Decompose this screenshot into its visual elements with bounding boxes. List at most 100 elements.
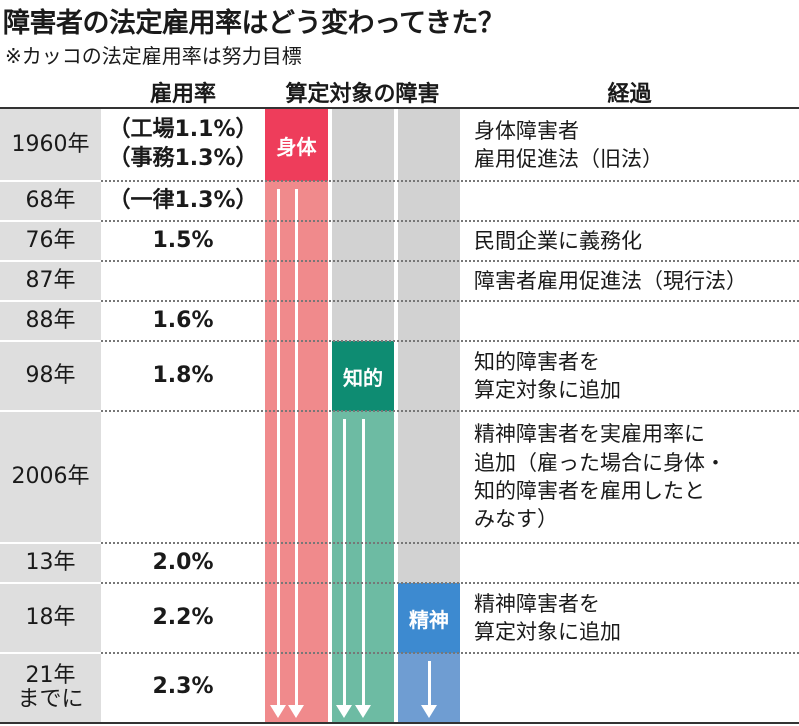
history-note-line: 精神障害者を実雇用率に bbox=[474, 422, 705, 447]
rate-cell: 2.2% bbox=[101, 583, 265, 653]
row-separator bbox=[0, 260, 101, 262]
rate-cell: 2.0% bbox=[101, 543, 265, 583]
row-separator bbox=[101, 652, 799, 654]
down-arrow-head-icon bbox=[336, 705, 352, 718]
down-arrow-head-icon bbox=[288, 705, 304, 718]
year-cell: 2006年 bbox=[0, 411, 101, 543]
down-arrow-icon bbox=[361, 419, 365, 705]
rate-value: 1.5% bbox=[152, 227, 214, 253]
row-separator bbox=[265, 542, 328, 544]
down-arrow-head-icon bbox=[355, 705, 371, 718]
down-arrow-icon bbox=[427, 661, 431, 705]
row-separator bbox=[398, 582, 460, 584]
row-separator bbox=[265, 652, 328, 654]
down-arrow-head-icon bbox=[421, 705, 437, 718]
page-title: 障害者の法定雇用率はどう変わってきた？ bbox=[3, 8, 505, 39]
row-separator bbox=[0, 582, 101, 584]
down-arrow-icon bbox=[276, 189, 280, 705]
history-note-line: みなす） bbox=[474, 507, 558, 532]
year-cell: 68年 bbox=[0, 181, 101, 221]
row-separator bbox=[398, 340, 460, 342]
history-note-line: 身体障害者 bbox=[474, 118, 579, 143]
row-separator bbox=[332, 582, 394, 584]
rate-value: 2.0% bbox=[152, 549, 214, 575]
header-rate: 雇用率 bbox=[149, 82, 216, 107]
rate-cell: 1.8% bbox=[101, 341, 265, 411]
down-arrow-head-icon bbox=[270, 705, 286, 718]
history-note-line: 雇用促進法（旧法） bbox=[474, 147, 663, 171]
row-separator bbox=[101, 300, 799, 302]
history-note-line: 精神障害者を bbox=[474, 591, 600, 616]
year-cell: 76年 bbox=[0, 221, 101, 261]
row-separator bbox=[0, 220, 101, 222]
history-note-cell: 精神障害者を 算定対象に追加 bbox=[460, 583, 799, 653]
row-separator bbox=[332, 652, 394, 654]
row-separator bbox=[332, 542, 394, 544]
row-separator bbox=[0, 340, 101, 342]
row-separator bbox=[332, 300, 394, 302]
rate-value: （事務1.3%） bbox=[108, 146, 258, 171]
rate-value: 1.6% bbox=[152, 307, 214, 333]
rate-cell: 2.3% bbox=[101, 653, 265, 722]
row-separator bbox=[101, 582, 799, 584]
row-separator bbox=[265, 300, 328, 302]
rate-cell: 1.5% bbox=[101, 221, 265, 261]
table-top-rule bbox=[0, 107, 799, 109]
row-separator bbox=[398, 180, 460, 182]
disability-label-mental: 精神 bbox=[398, 583, 460, 653]
history-note-cell bbox=[460, 653, 799, 722]
rate-cell bbox=[101, 411, 265, 543]
row-separator bbox=[398, 410, 460, 412]
row-separator bbox=[332, 410, 394, 412]
history-note-line: 知的障害者を雇用したと bbox=[474, 479, 705, 503]
year-cell: 88年 bbox=[0, 301, 101, 341]
history-note-line: 知的障害者を bbox=[474, 349, 600, 374]
row-separator bbox=[0, 652, 101, 654]
row-separator bbox=[0, 300, 101, 302]
header-disability: 算定対象の障害 bbox=[285, 82, 440, 107]
disability-label-intellectual: 知的 bbox=[332, 341, 394, 411]
row-separator bbox=[0, 180, 101, 182]
row-separator bbox=[265, 180, 328, 182]
year-cell: 13年 bbox=[0, 543, 101, 583]
row-separator bbox=[332, 340, 394, 342]
history-note-cell: 障害者雇用促進法（現行法） bbox=[460, 261, 799, 301]
history-note-cell: 民間企業に義務化 bbox=[460, 221, 799, 261]
row-separator bbox=[398, 652, 460, 654]
row-separator bbox=[101, 340, 799, 342]
row-separator bbox=[265, 260, 328, 262]
history-note-line: 民間企業に義務化 bbox=[474, 228, 642, 253]
rate-cell: （一律1.3%） bbox=[101, 181, 265, 221]
row-separator bbox=[332, 220, 394, 222]
history-note-line: 算定対象に追加 bbox=[474, 620, 621, 644]
row-separator bbox=[101, 542, 799, 544]
history-note-cell bbox=[460, 181, 799, 221]
row-separator bbox=[265, 410, 328, 412]
row-separator bbox=[101, 220, 799, 222]
down-arrow-icon bbox=[294, 189, 298, 705]
history-note-cell: 精神障害者を実雇用率に 追加（雇った場合に身体・ 知的障害者を雇用したと みなす） bbox=[460, 411, 799, 543]
row-separator bbox=[101, 260, 799, 262]
history-note-cell bbox=[460, 301, 799, 341]
history-note-cell: 身体障害者雇用促進法（旧法） bbox=[460, 109, 799, 181]
row-separator bbox=[398, 300, 460, 302]
history-note-line: 算定対象に追加 bbox=[474, 378, 621, 402]
rate-value: 2.2% bbox=[152, 604, 214, 630]
row-separator bbox=[398, 542, 460, 544]
row-separator bbox=[332, 180, 394, 182]
row-separator bbox=[398, 260, 460, 262]
rate-cell: 1.6% bbox=[101, 301, 265, 341]
history-note-cell bbox=[460, 543, 799, 583]
page-subtitle: ※カッコの法定雇用率は努力目標 bbox=[5, 44, 302, 68]
year-cell: 87年 bbox=[0, 261, 101, 301]
header-history: 経過 bbox=[607, 82, 652, 107]
row-separator bbox=[101, 410, 799, 412]
table-bottom-rule bbox=[0, 722, 799, 724]
row-separator bbox=[265, 340, 328, 342]
row-separator bbox=[398, 220, 460, 222]
down-arrow-icon bbox=[342, 419, 346, 705]
row-separator bbox=[101, 180, 799, 182]
rate-value: 2.3% bbox=[152, 674, 214, 700]
row-separator bbox=[0, 542, 101, 544]
disability-label-physical: 身体 bbox=[265, 109, 328, 181]
